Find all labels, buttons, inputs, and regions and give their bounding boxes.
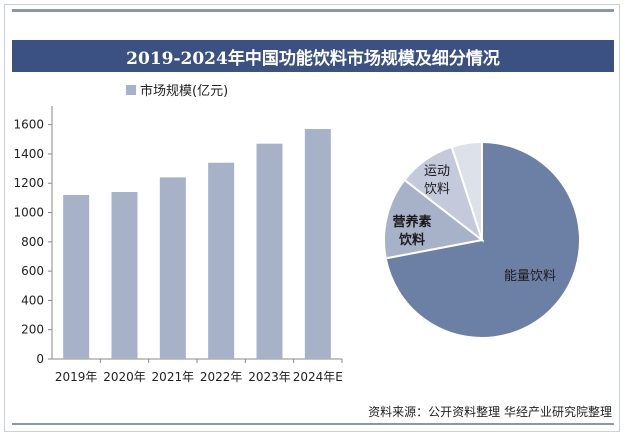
chart-title: 2019-2024年中国功能饮料市场规模及细分情况 [126, 48, 500, 69]
y-tick-label: 400 [21, 293, 44, 307]
pie-label: 饮料 [398, 232, 425, 248]
bar [111, 192, 138, 359]
bar [208, 162, 235, 359]
y-tick-label: 1600 [13, 118, 44, 132]
x-tick-label: 2023年 [248, 370, 291, 384]
source-note: 资料来源：公开资料整理 华经产业研究院整理 [368, 405, 612, 419]
y-tick-label: 1400 [13, 147, 44, 161]
bar [304, 129, 331, 359]
top-divider [12, 9, 614, 12]
x-tick-label: 2020年 [103, 370, 146, 384]
y-tick-label: 0 [36, 352, 44, 366]
bar [63, 194, 90, 359]
pie-label: 饮料 [424, 182, 450, 197]
x-tick-label: 2022年 [200, 370, 243, 384]
bar [256, 143, 283, 359]
pie-label: 运动 [424, 164, 450, 179]
pie-label: 营养素 [392, 214, 431, 230]
title-bar: 2019-2024年中国功能饮料市场规模及细分情况 [12, 40, 614, 72]
pie-slice [383, 178, 485, 260]
y-tick-label: 200 [21, 323, 44, 337]
bar [159, 177, 186, 359]
y-tick-label: 1200 [13, 176, 44, 190]
legend-label: 市场规模(亿元) [140, 84, 229, 99]
y-tick-label: 1000 [13, 206, 44, 220]
y-tick-label: 600 [21, 264, 44, 278]
pie-label: 能量饮料 [504, 269, 556, 284]
pie-slice [450, 140, 483, 241]
bottom-divider [12, 423, 614, 425]
x-tick-label: 2019年 [55, 370, 98, 384]
bar-legend: 市场规模(亿元) [126, 80, 228, 99]
y-tick-label: 800 [21, 235, 44, 249]
x-tick-label: 2021年 [152, 370, 195, 384]
legend-swatch [126, 84, 136, 95]
x-tick-label: 2024年E [293, 370, 343, 384]
